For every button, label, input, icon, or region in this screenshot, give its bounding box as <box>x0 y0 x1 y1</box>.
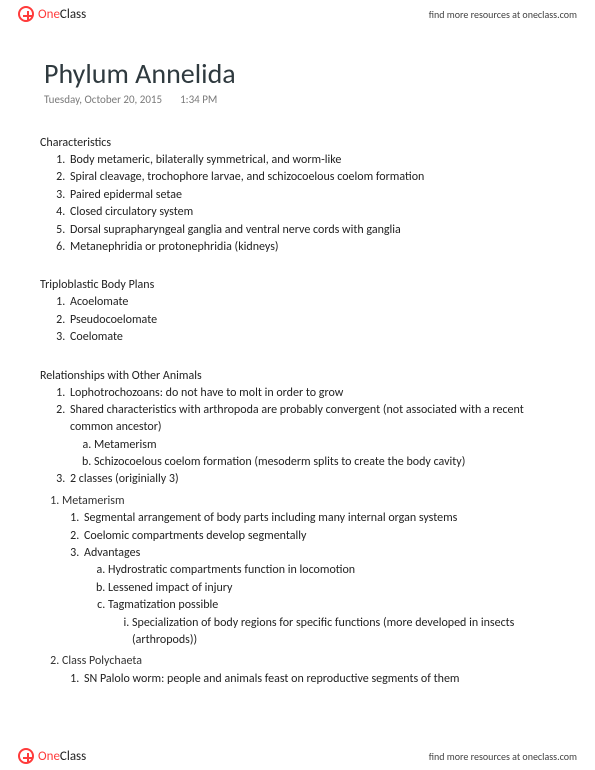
list-item: Coelomic compartments develop segmentall… <box>82 528 555 545</box>
section-heading-bodyplans: Triploblastic Body Plans <box>40 278 555 292</box>
document-page: Phylum Annelida Tuesday, October 20, 201… <box>0 38 595 738</box>
brand-name: OneClass <box>38 7 86 22</box>
list-item: Dorsal suprapharyngeal ganglia and ventr… <box>68 222 555 239</box>
header-tagline: find more resources at oneclass.com <box>429 8 577 21</box>
brand-part1: One <box>38 749 60 764</box>
list-item: 2 classes (originially 3) <box>68 471 555 488</box>
list-item: Tagmatization possible Specialization of… <box>108 597 555 649</box>
list-item-text: Tagmatization possible <box>108 598 218 612</box>
list-item: SN Palolo worm: people and animals feast… <box>82 671 555 688</box>
list-item-text: Advantages <box>84 546 140 560</box>
list-item: Advantages Hydrostratic compartments fun… <box>82 545 555 649</box>
list-item: Schizocoelous coelom formation (mesoderm… <box>94 454 555 471</box>
list-item: Lophotrochozoans: do not have to molt in… <box>68 385 555 402</box>
brand-name-footer: OneClass <box>38 749 86 764</box>
brand-logo-icon <box>18 748 34 764</box>
list-item: Spiral cleavage, trochophore larvae, and… <box>68 169 555 186</box>
relationships-list: Lophotrochozoans: do not have to molt in… <box>68 385 555 489</box>
list-item: Specialization of body regions for speci… <box>132 615 555 650</box>
topic-polychaeta: Class Polychaeta SN Palolo worm: people … <box>62 653 555 688</box>
list-item: Metanephridia or protonephridia (kidneys… <box>68 239 555 256</box>
list-item: Coelomate <box>68 329 555 346</box>
list-item: Lessened impact of injury <box>108 580 555 597</box>
brand-part2: Class <box>60 7 86 22</box>
footer-tagline: find more resources at oneclass.com <box>429 750 577 763</box>
brand-footer: OneClass <box>18 748 86 764</box>
page-title: Phylum Annelida <box>44 56 555 91</box>
list-item: Acoelomate <box>68 294 555 311</box>
brand-part1: One <box>38 7 60 22</box>
list-item: Metamerism <box>94 437 555 454</box>
page-meta: Tuesday, October 20, 2015 1:34 PM <box>44 93 555 106</box>
main-topics-list: Metamerism Segmental arrangement of body… <box>44 493 555 688</box>
advantages-list: Hydrostratic compartments function in lo… <box>108 562 555 649</box>
bodyplans-list: Acoelomate Pseudocoelomate Coelomate <box>68 294 555 346</box>
footer-bar: OneClass find more resources at oneclass… <box>0 742 595 770</box>
list-item: Paired epidermal setae <box>68 187 555 204</box>
topic-heading: Metamerism <box>62 494 125 508</box>
list-item: Pseudocoelomate <box>68 312 555 329</box>
topic-metamerism: Metamerism Segmental arrangement of body… <box>62 493 555 650</box>
list-item: Closed circulatory system <box>68 204 555 221</box>
tagmatization-list: Specialization of body regions for speci… <box>132 615 555 650</box>
metamerism-list: Segmental arrangement of body parts incl… <box>82 510 555 649</box>
topic-heading: Class Polychaeta <box>62 654 142 668</box>
list-item: Body metameric, bilaterally symmetrical,… <box>68 152 555 169</box>
list-item-text: Shared characteristics with arthropoda a… <box>70 403 524 434</box>
page-time: 1:34 PM <box>180 93 217 106</box>
characteristics-list: Body metameric, bilaterally symmetrical,… <box>68 152 555 256</box>
header-bar: OneClass find more resources at oneclass… <box>0 0 595 28</box>
section-heading-characteristics: Characteristics <box>40 136 555 150</box>
brand-part2: Class <box>60 749 86 764</box>
polychaeta-list: SN Palolo worm: people and animals feast… <box>82 671 555 688</box>
brand-logo-icon <box>18 6 34 22</box>
brand: OneClass <box>18 6 86 22</box>
section-heading-relationships: Relationships with Other Animals <box>40 369 555 383</box>
list-item: Segmental arrangement of body parts incl… <box>82 510 555 527</box>
page-date: Tuesday, October 20, 2015 <box>44 93 162 106</box>
list-item: Shared characteristics with arthropoda a… <box>68 402 555 472</box>
sublist: Metamerism Schizocoelous coelom formatio… <box>94 437 555 472</box>
list-item: Hydrostratic compartments function in lo… <box>108 562 555 579</box>
